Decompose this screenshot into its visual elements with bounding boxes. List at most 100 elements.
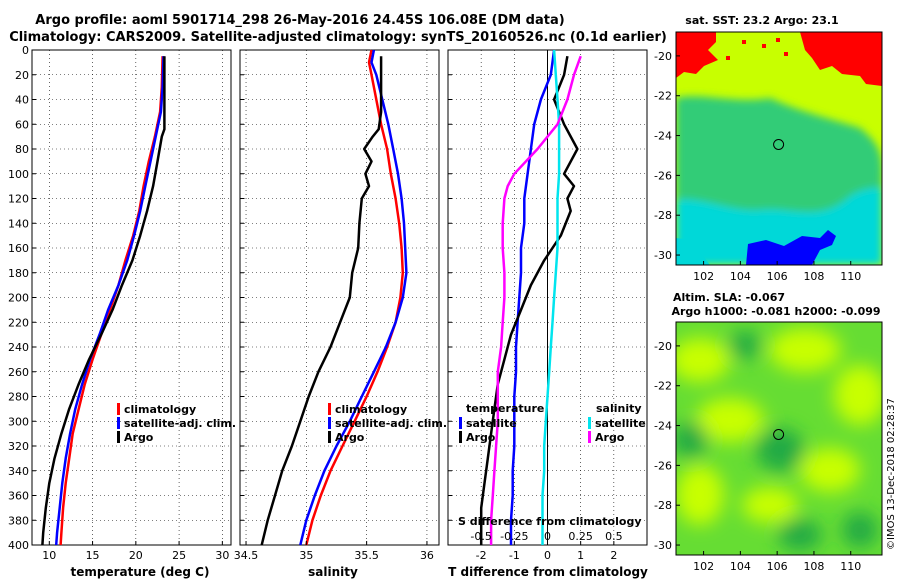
sla-low	[729, 331, 761, 359]
sla-low	[676, 422, 708, 458]
map-y-tick-label: -26	[654, 169, 672, 182]
map-x-tick-label: 110	[840, 560, 861, 573]
y-tick-label: 60	[15, 118, 29, 131]
y-tick-label: 40	[15, 94, 29, 107]
y-tick-label: 120	[8, 193, 29, 206]
salinity-plot-frame	[239, 49, 440, 546]
y-tick-label: 300	[8, 415, 29, 428]
sst-map: sat. SST: 23.2 Argo: 23.1 102 104 106 108 11…	[654, 14, 883, 283]
legend-temp-argo: Argo	[466, 431, 496, 444]
legend-swatch-climatology	[117, 403, 120, 415]
legend-salinity-title: salinity	[596, 402, 642, 415]
series-line-argo	[260, 56, 383, 546]
legend-swatch-argo	[328, 431, 331, 443]
y-tick-label: 0	[22, 44, 29, 57]
map-x-tick-label: 106	[767, 270, 788, 283]
x-tick-label: 20	[129, 549, 143, 562]
map-y-tick-label: -24	[654, 130, 672, 143]
sla-high	[742, 487, 798, 523]
series-line-temperature-satellite	[509, 49, 556, 545]
series-line-climatology	[305, 49, 405, 546]
map-y-tick-label: -30	[654, 249, 672, 262]
map-y-tick-label: -24	[654, 420, 672, 433]
map-x-tick-label: 104	[730, 270, 751, 283]
x-tick-label: 30	[215, 549, 229, 562]
x-tick-label: 10	[42, 549, 56, 562]
x-tick-label: 0	[544, 549, 551, 562]
legend-swatch-satellite	[117, 417, 120, 429]
x-tick-label: 36	[420, 549, 434, 562]
temperature-xlabel: temperature (deg C)	[71, 565, 210, 579]
legend-swatch-temp-satellite	[459, 417, 462, 429]
salinity-legend: climatology satellite-adj. clim. Argo	[328, 403, 447, 444]
sla-low	[842, 512, 878, 548]
y-tick-label: 140	[8, 217, 29, 230]
title-line-1: Argo profile: aoml 5901714_298 26-May-20…	[35, 13, 564, 28]
temperature-panel: 0 20 40 60 80 100 120 140 160 180 200 220 240 260 280 3…	[8, 44, 232, 579]
legend-swatch-argo	[117, 431, 120, 443]
sla-map-frame	[675, 321, 883, 556]
x-tick-label: 34.5	[234, 549, 259, 562]
x-tick-label: 35.5	[354, 549, 379, 562]
legend-climatology: climatology	[335, 403, 407, 416]
legend-swatch-climatology	[328, 403, 331, 415]
sla-high	[696, 398, 764, 442]
y-tick-label: 220	[8, 316, 29, 329]
y-tick-label: 380	[8, 514, 29, 527]
legend-temp-satellite: satellite	[466, 417, 517, 430]
difference-xlabel: T difference from climatology	[448, 565, 648, 579]
sst-field-hot-west	[676, 32, 718, 78]
x-tick-label: -2	[476, 549, 487, 562]
map-x-tick-label: 110	[840, 270, 861, 283]
sst-pixel	[784, 52, 788, 56]
y-tick-label: 100	[8, 168, 29, 181]
map-x-tick-label: 108	[803, 270, 824, 283]
x-tick-label: 1	[577, 549, 584, 562]
y-tick-label: 240	[8, 341, 29, 354]
map-x-tick-label: 104	[730, 560, 751, 573]
sla-high	[834, 365, 882, 425]
sla-high	[676, 465, 724, 525]
map-y-tick-label: -20	[654, 50, 672, 63]
map-y-tick-label: -20	[654, 340, 672, 353]
legend-climatology: climatology	[124, 403, 196, 416]
y-tick-label: 360	[8, 490, 29, 503]
sla-map-subtitle: Argo h1000: -0.081 h2000: -0.099	[671, 305, 880, 318]
y-tick-label: 200	[8, 292, 29, 305]
map-y-tick-label: -22	[654, 90, 672, 103]
argo-location-marker	[773, 429, 785, 440]
sst-pixel	[742, 40, 746, 44]
legend-sal-argo: Argo	[595, 431, 625, 444]
sla-low	[778, 519, 822, 551]
title-line-2: Climatology: CARS2009. Satellite-adjuste…	[9, 30, 667, 45]
sst-map-title: sat. SST: 23.2 Argo: 23.1	[685, 14, 838, 27]
x-tick-label: 35	[299, 549, 313, 562]
x-tick-label: 15	[86, 549, 100, 562]
difference-legend: temperature satellite Argo salinity sate…	[458, 402, 646, 528]
y-tick-label: 180	[8, 267, 29, 280]
y-tick-label: 320	[8, 440, 29, 453]
legend-swatch-sal-satellite	[588, 417, 591, 429]
map-x-tick-label: 106	[767, 560, 788, 573]
x-tick-label: 2	[610, 549, 617, 562]
map-y-tick-label: -22	[654, 380, 672, 393]
sal-diff-tick-label: -0.25	[500, 530, 528, 543]
sal-diff-tick-label: -0.5	[470, 530, 491, 543]
temperature-plot-frame	[31, 49, 232, 546]
y-tick-label: 160	[8, 242, 29, 255]
argo-location-marker	[773, 139, 785, 150]
legend-sal-satellite: satellite	[595, 417, 646, 430]
legend-satellite: satellite-adj. clim.	[335, 417, 447, 430]
y-tick-label: 80	[15, 143, 29, 156]
y-tick-label: 20	[15, 69, 29, 82]
sst-field-hot	[800, 32, 882, 86]
legend-swatch-temp-argo	[459, 431, 462, 443]
sst-pixel	[776, 38, 780, 42]
sla-high	[676, 338, 730, 382]
difference-panel: -2 -1 0 1 2 -0.5 -0.25 0 0.25 0.5 T difference fr…	[447, 49, 648, 579]
sst-pixel	[762, 44, 766, 48]
series-line-salinity-argo	[489, 55, 582, 545]
y-tick-label: 340	[8, 465, 29, 478]
legend-temperature-title: temperature	[466, 402, 544, 415]
